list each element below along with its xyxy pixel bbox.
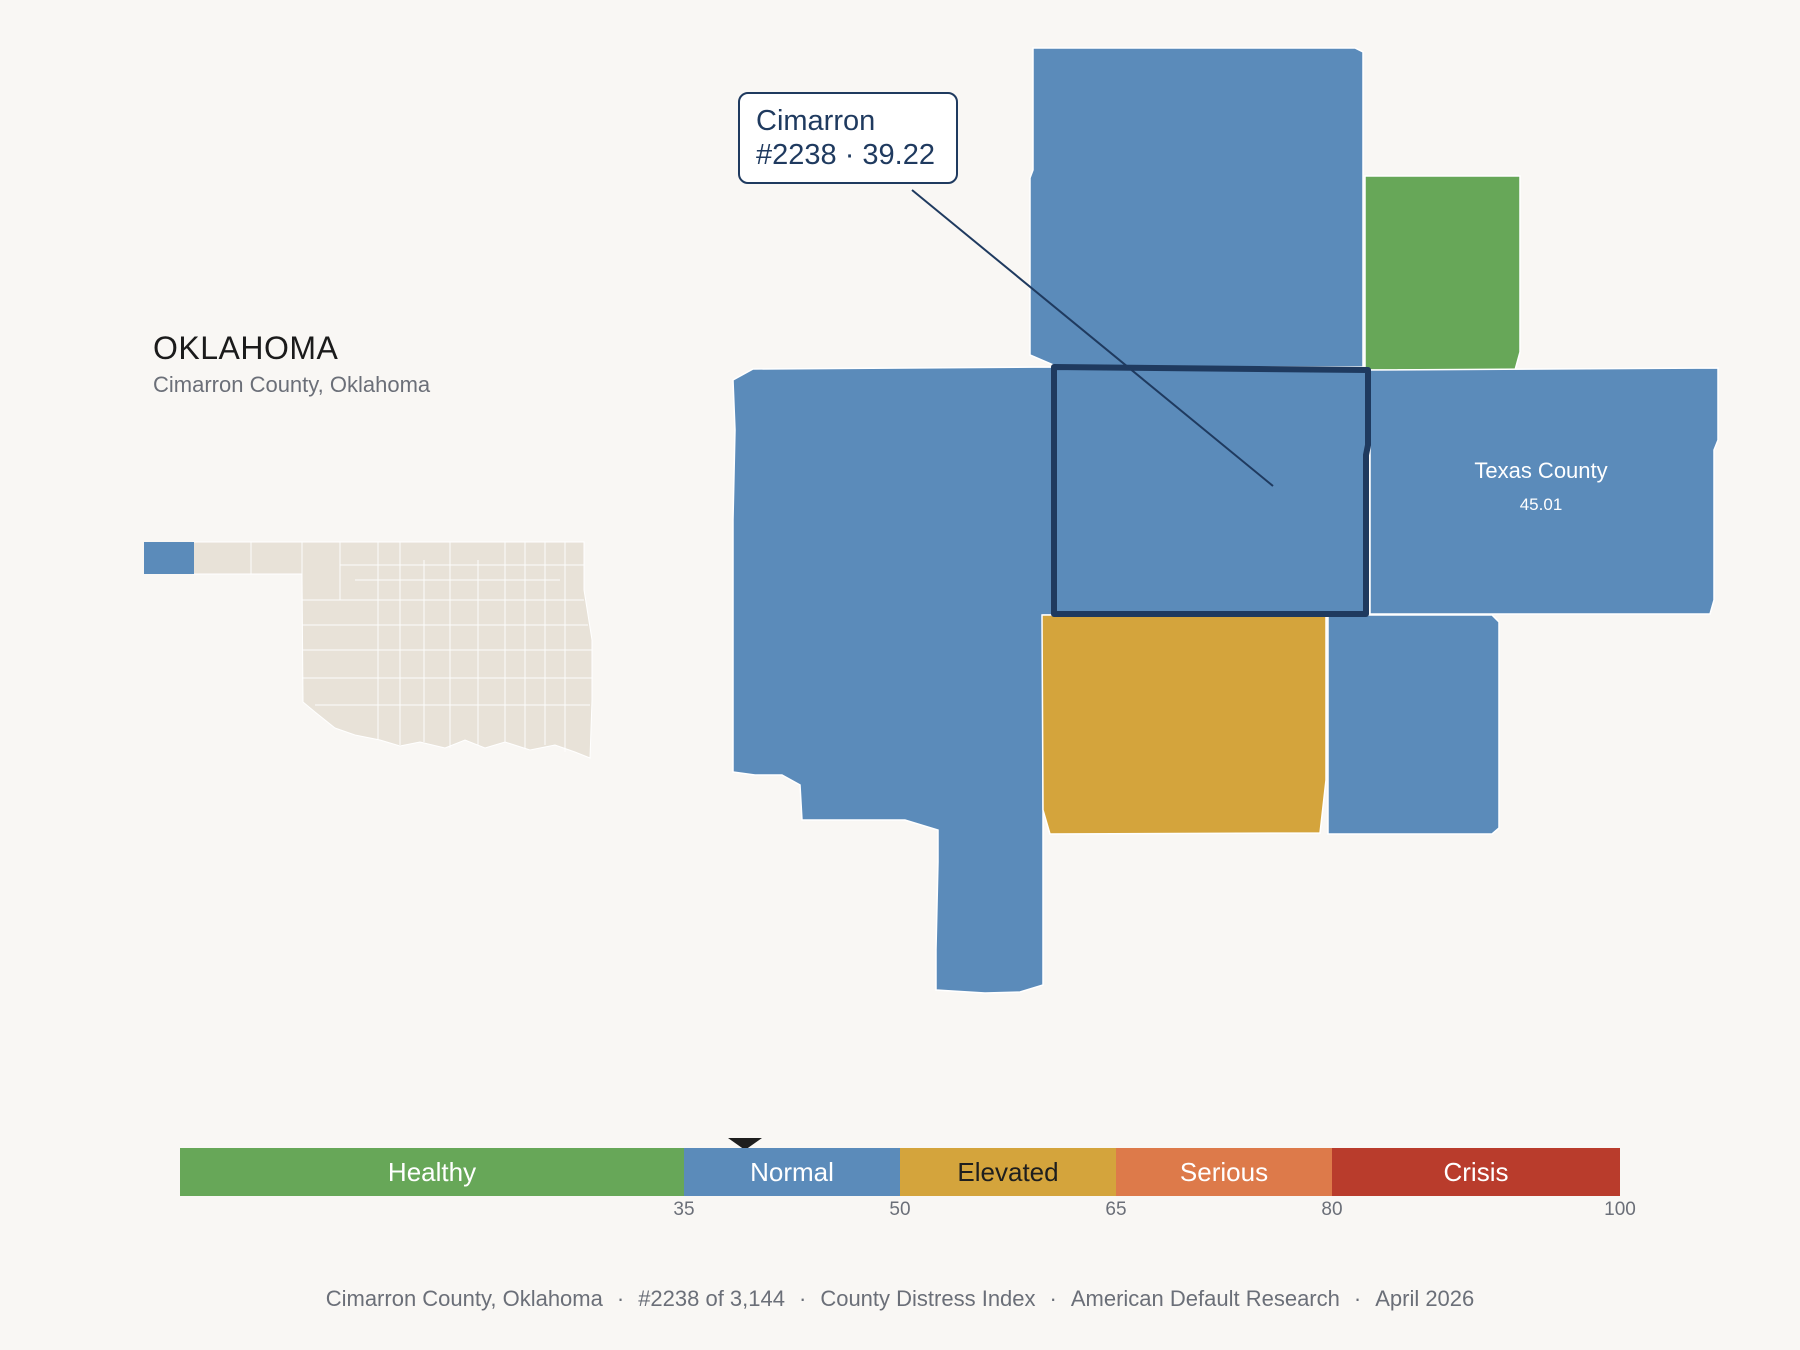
state-subtitle: Cimarron County, Oklahoma <box>153 372 431 397</box>
footer-county: Cimarron County, Oklahoma <box>325 1286 603 1311</box>
callout-county-name: Cimarron <box>756 105 876 137</box>
county-south-east <box>1327 614 1500 835</box>
legend-tick: 80 <box>1321 1199 1343 1220</box>
callout-rank-score: #2238 · 39.22 <box>756 139 935 171</box>
footer-date: April 2026 <box>1375 1286 1475 1311</box>
neighbor-county-value: 45.01 <box>1519 495 1563 514</box>
footer-separator: · <box>799 1286 807 1311</box>
legend-tick: 65 <box>1105 1199 1127 1220</box>
score-marker-icon <box>728 1138 762 1150</box>
legend-tick: 100 <box>1604 1199 1636 1220</box>
state-title: OKLAHOMA <box>153 330 339 366</box>
footer-separator: · <box>616 1286 625 1311</box>
footer-index: County Distress Index <box>820 1286 1036 1311</box>
county-south-central <box>1041 614 1327 835</box>
county-cimarron-outline <box>1051 364 1371 617</box>
footer-caption: Cimarron County, Oklahoma · #2238 of 3,144… <box>0 1286 1800 1312</box>
county-texas <box>1369 367 1719 615</box>
oklahoma-locator-map <box>144 541 593 759</box>
callout-leader-line <box>911 189 1274 487</box>
footer-source: American Default Research <box>1070 1286 1340 1311</box>
neighbor-county-label: Texas County <box>1474 458 1608 483</box>
county-neighborhood-map <box>732 47 1719 994</box>
county-cimarron-selected[interactable] <box>1054 367 1368 614</box>
legend-segment-serious: Serious <box>1116 1148 1332 1196</box>
oklahoma-county-lines <box>250 542 592 752</box>
legend-segment-normal: Normal <box>684 1148 900 1196</box>
footer-separator: · <box>1049 1286 1057 1311</box>
county-north-east <box>1364 175 1521 371</box>
county-west <box>732 366 1053 994</box>
footer-rank: #2238 of 3,144 <box>638 1286 785 1311</box>
selected-county-callout: Cimarron #2238 · 39.22 <box>738 92 958 184</box>
distress-legend-bar: Healthy Normal Elevated Serious Crisis <box>180 1148 1620 1196</box>
legend-tick: 50 <box>889 1199 911 1220</box>
footer-separator: · <box>1353 1286 1362 1311</box>
legend-segment-elevated: Elevated <box>900 1148 1116 1196</box>
legend-tick: 35 <box>673 1199 695 1220</box>
county-north-west <box>1029 47 1364 368</box>
legend-segment-crisis: Crisis <box>1332 1148 1620 1196</box>
legend-segment-healthy: Healthy <box>180 1148 684 1196</box>
oklahoma-highlighted-county <box>144 542 194 574</box>
